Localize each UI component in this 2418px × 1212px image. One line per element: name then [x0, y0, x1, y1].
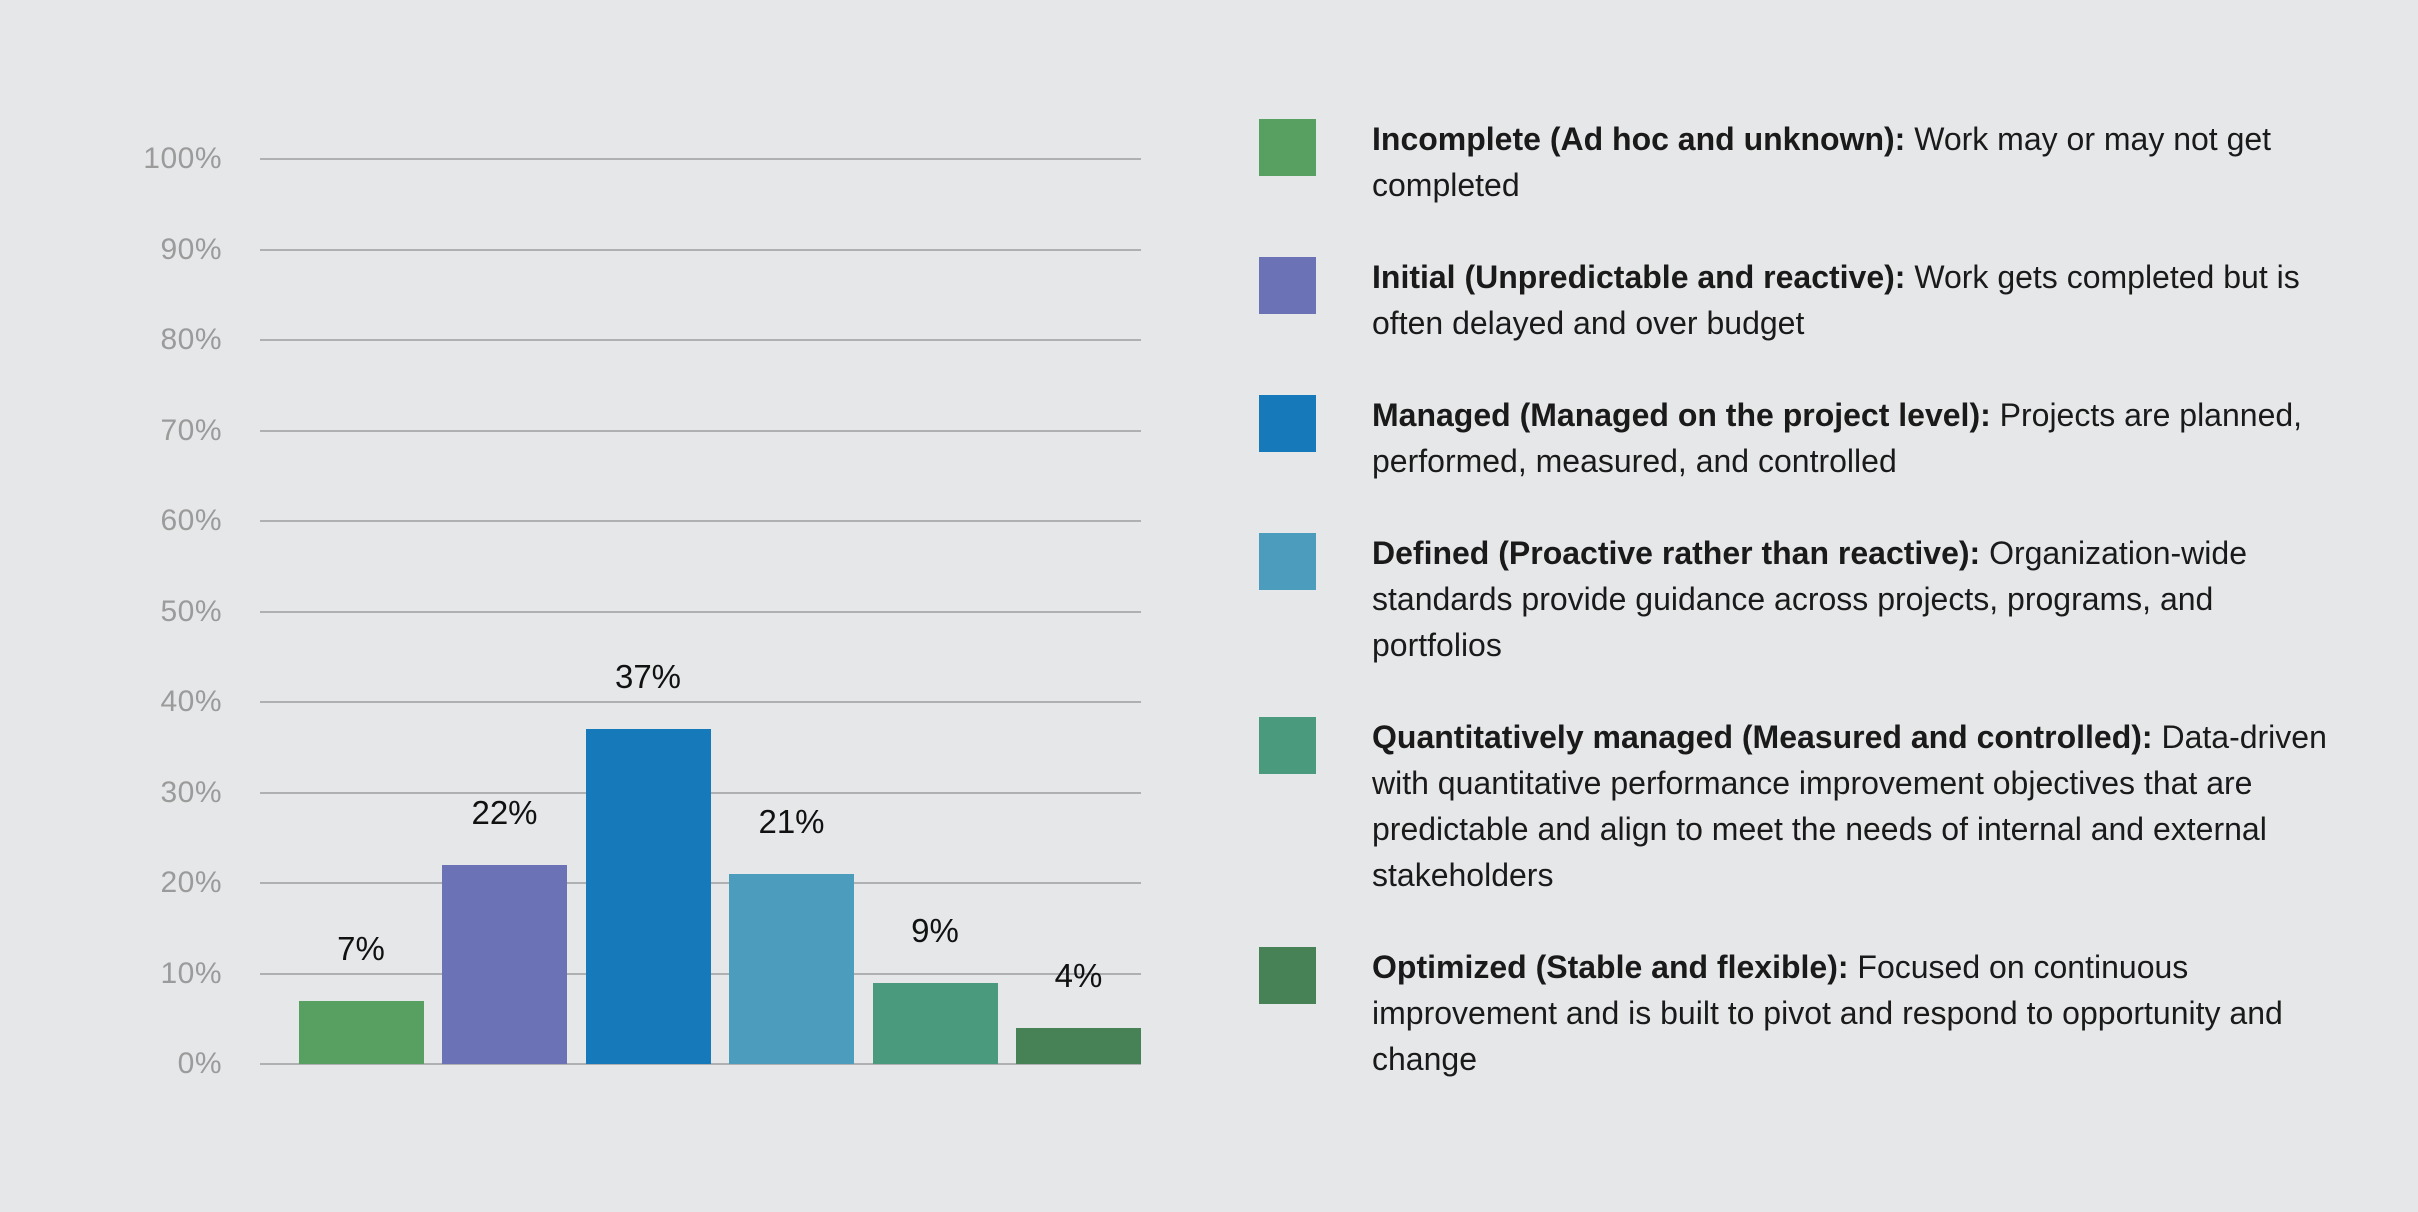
- bar-initial: [442, 864, 567, 1064]
- y-axis-tick-label: 80%: [160, 323, 222, 356]
- bar-value-label: 37%: [614, 658, 682, 696]
- legend-entry-label: Initial (Unpredictable and reactive):: [1372, 259, 1906, 295]
- bar-chart-plot: 7% 22% 37% 21% 9% 4%: [260, 158, 1141, 1065]
- legend-item-quantitatively-managed: Quantitatively managed (Measured and con…: [1259, 714, 2349, 898]
- legend-item-optimized: Optimized (Stable and flexible): Focused…: [1259, 944, 2349, 1082]
- bar-value-label: 9%: [911, 911, 959, 949]
- legend-entry-label: Quantitatively managed (Measured and con…: [1372, 719, 2153, 755]
- gridline-70: [260, 429, 1141, 432]
- legend-entry-text: Managed (Managed on the project level): …: [1372, 392, 2342, 484]
- legend-entry-description: Work may or may not get completed: [1372, 121, 2272, 203]
- legend-swatch: [1259, 395, 1316, 452]
- y-axis-tick-label: 90%: [160, 232, 222, 266]
- y-axis-tick-label: 50%: [160, 594, 222, 628]
- legend-swatch: [1259, 947, 1316, 1004]
- bar-value-label: 22%: [471, 793, 538, 831]
- y-axis: 100% 90% 80% 70% 60% 50% 40% 30% 20% 10% 0%: [40, 142, 222, 1080]
- legend-entry-label: Defined (Proactive rather than reactive)…: [1372, 535, 1981, 571]
- gridline-90: [260, 248, 1141, 251]
- bar-value-label: 21%: [758, 802, 825, 840]
- legend-entry-text: Initial (Unpredictable and reactive): Wo…: [1372, 254, 2342, 346]
- gridline-40: [260, 701, 1141, 703]
- y-axis-tick-label: 100%: [143, 142, 222, 175]
- legend-swatch: [1259, 257, 1316, 314]
- y-axis-tick-label: 20%: [160, 866, 222, 899]
- y-axis-tick-label: 40%: [160, 685, 222, 718]
- legend-item-defined: Defined (Proactive rather than reactive)…: [1259, 530, 2349, 668]
- bar-value-label: 4%: [1054, 956, 1103, 994]
- y-axis-tick-label: 70%: [160, 413, 222, 447]
- y-axis-tick-label: 0%: [177, 1047, 222, 1080]
- legend-entry-label: Incomplete (Ad hoc and unknown):: [1372, 121, 1906, 157]
- y-axis-tick-label: 60%: [160, 504, 222, 537]
- legend-item-incomplete: Incomplete (Ad hoc and unknown): Work ma…: [1259, 116, 2349, 208]
- legend-entry-description: Projects are planned, performed, measure…: [1372, 397, 2303, 479]
- bar-quantitatively-managed: [872, 982, 998, 1064]
- gridline-80: [260, 339, 1141, 341]
- gridline-100: [260, 158, 1141, 160]
- bar-defined: [729, 873, 854, 1064]
- gridline-60: [260, 520, 1141, 522]
- bar-incomplete: [298, 1000, 424, 1064]
- legend-swatch: [1259, 533, 1316, 590]
- chart-legend: Incomplete (Ad hoc and unknown): Work ma…: [1259, 116, 2349, 1128]
- legend-entry-description: Focused on continuous improvement and is…: [1372, 949, 2283, 1077]
- legend-entry-description: Organization-wide standards provide guid…: [1372, 535, 2247, 663]
- legend-entry-label: Managed (Managed on the project level):: [1372, 397, 1991, 433]
- legend-entry-text: Optimized (Stable and flexible): Focused…: [1372, 944, 2342, 1082]
- legend-entry-text: Incomplete (Ad hoc and unknown): Work ma…: [1372, 116, 2342, 208]
- y-axis-tick-label: 10%: [160, 956, 222, 990]
- gridline-50: [260, 610, 1141, 613]
- bar-optimized: [1016, 1027, 1141, 1064]
- gridline-0: [260, 1063, 1141, 1065]
- legend-item-initial: Initial (Unpredictable and reactive): Wo…: [1259, 254, 2349, 346]
- legend-swatch: [1259, 119, 1316, 176]
- legend-entry-text: Defined (Proactive rather than reactive)…: [1372, 530, 2342, 668]
- bar-managed: [585, 729, 711, 1064]
- legend-entry-label: Optimized (Stable and flexible):: [1372, 949, 1849, 985]
- legend-entry-text: Quantitatively managed (Measured and con…: [1372, 714, 2342, 898]
- legend-entry-description: Work gets completed but is often delayed…: [1372, 259, 2300, 341]
- y-axis-tick-label: 30%: [160, 775, 222, 809]
- legend-entry-description: Data-driven with quantitative performanc…: [1372, 719, 2327, 893]
- legend-swatch: [1259, 717, 1316, 774]
- bar-value-label: 7%: [337, 929, 385, 967]
- legend-item-managed: Managed (Managed on the project level): …: [1259, 392, 2349, 484]
